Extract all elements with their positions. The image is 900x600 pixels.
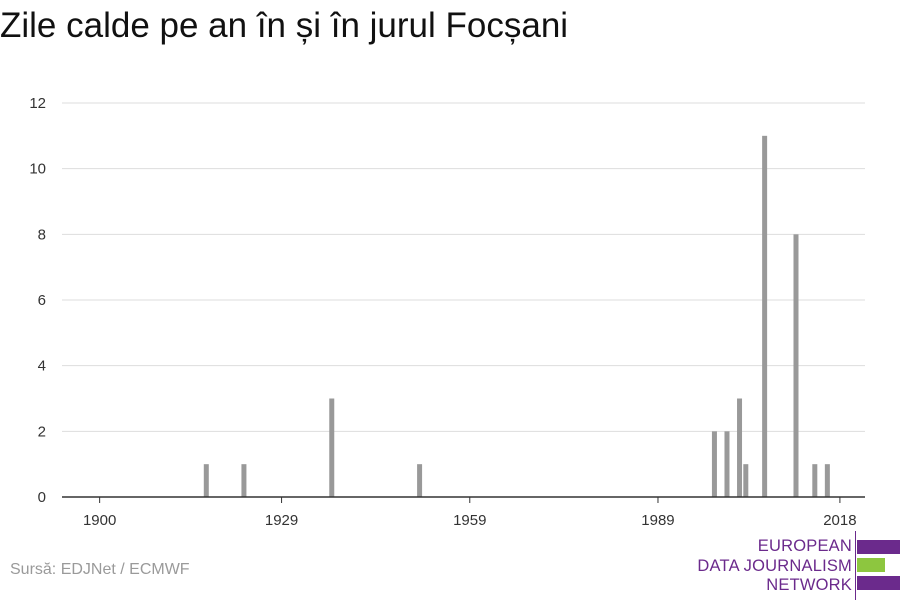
x-tick-label: 1959 (453, 512, 486, 529)
y-tick-label: 8 (38, 226, 46, 243)
y-tick-label: 0 (38, 489, 46, 506)
x-tick-label: 2018 (823, 512, 856, 529)
y-tick-labels: 0 2 4 6 8 10 12 (29, 95, 46, 506)
bar (762, 135, 768, 498)
y-tick-label: 12 (29, 95, 46, 112)
bar (737, 398, 743, 497)
bars (203, 135, 830, 498)
logo-bar-green (857, 558, 885, 572)
logo-divider (855, 531, 856, 600)
logo-line-1: EUROPEAN (757, 537, 852, 555)
logo-bar-purple-bottom (857, 576, 900, 590)
x-tick-labels: 1900 1929 1959 1989 2018 (83, 512, 857, 529)
bar (793, 234, 799, 498)
logo-line-3: NETWORK (766, 576, 852, 594)
x-tick-label: 1989 (641, 512, 674, 529)
y-tick-label: 4 (38, 358, 46, 375)
gridlines (62, 102, 865, 432)
bar (812, 464, 818, 497)
bar (711, 431, 717, 497)
bar (241, 464, 247, 497)
bar (417, 464, 423, 497)
chart-title: Zile calde pe an în și în jurul Focșani (0, 6, 569, 45)
logo-bar-purple-top (857, 540, 900, 554)
axes (62, 496, 865, 503)
bar (329, 398, 335, 497)
x-tick-label: 1929 (265, 512, 298, 529)
edjnet-logo[interactable]: EUROPEAN DATA JOURNALISM NETWORK (697, 531, 900, 600)
bar (203, 464, 209, 497)
bar (724, 431, 730, 497)
y-tick-label: 10 (29, 161, 46, 178)
x-tick-label: 1900 (83, 512, 116, 529)
bar (824, 464, 830, 497)
source-note: Sursă: EDJNet / ECMWF (10, 561, 190, 578)
y-tick-label: 2 (38, 423, 46, 440)
y-tick-label: 6 (38, 292, 46, 309)
logo-line-2: DATA JOURNALISM (697, 557, 852, 575)
bar (743, 464, 749, 497)
